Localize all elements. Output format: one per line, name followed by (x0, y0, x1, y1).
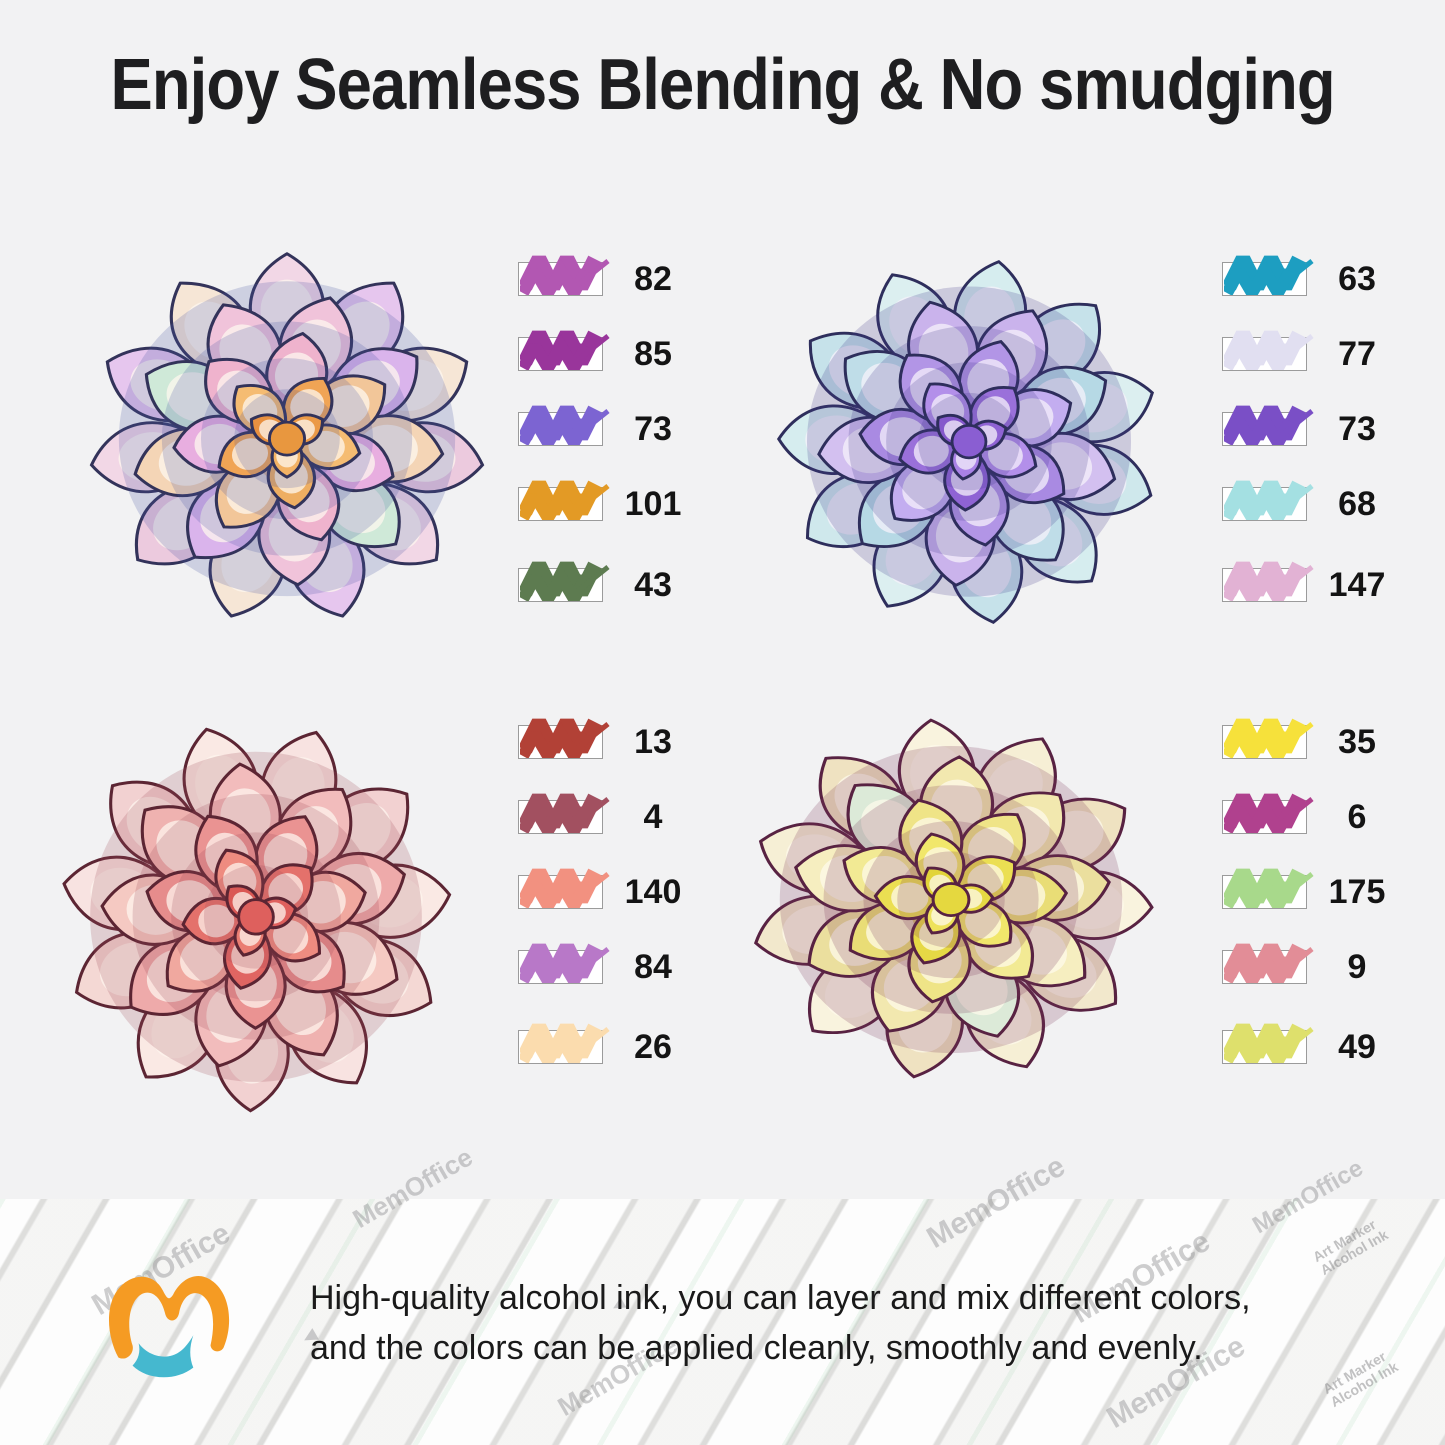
marker-number: 63 (1338, 259, 1376, 298)
marker-scribble (520, 330, 610, 370)
marker-scribble (520, 718, 610, 758)
marker-number: 43 (634, 565, 672, 604)
marker-scribble (520, 1023, 610, 1063)
marker-number: 4 (643, 797, 663, 836)
marker-number: 6 (1347, 797, 1367, 836)
marker-number: 35 (1338, 722, 1376, 761)
marker-scribble (1224, 793, 1314, 833)
marker-scribble (1224, 561, 1314, 601)
marker-scribble (1224, 1023, 1314, 1063)
marker-scribble (1224, 255, 1314, 295)
marker-scribble (520, 793, 610, 833)
page-title: Enjoy Seamless Blending & No smudging (0, 44, 1445, 126)
marker-scribble (1224, 718, 1314, 758)
marker-scribble (520, 943, 610, 983)
marker-number: 73 (1338, 409, 1376, 448)
marker-scribble (1224, 480, 1314, 520)
logo-m-shape (108, 1276, 230, 1359)
memoffice-watermark: MemOffice (1248, 1154, 1368, 1240)
marker-number: 49 (1338, 1027, 1376, 1066)
footer-line-1: High-quality alcohol ink, you can layer … (310, 1279, 1251, 1317)
marker-number: 175 (1328, 872, 1386, 911)
memoffice-logo (108, 1276, 230, 1378)
succulent-illustration-top-right (776, 260, 1155, 624)
succulent-illustration-top-left (89, 252, 485, 618)
marker-scribble (520, 561, 610, 601)
marker-number: 13 (634, 722, 672, 761)
succulent-illustration-bottom-right (753, 718, 1154, 1079)
marker-scribble (1224, 943, 1314, 983)
footer-description: High-quality alcohol ink, you can layer … (310, 1273, 1251, 1373)
marker-scribble (520, 255, 610, 295)
art-marker-watermark-line2: Alcohol Ink (1317, 1226, 1391, 1279)
marker-scribble (1224, 405, 1314, 445)
marker-number: 147 (1328, 565, 1386, 604)
marker-number: 140 (624, 872, 682, 911)
marker-number: 85 (634, 334, 672, 373)
marker-scribble (520, 868, 610, 908)
marker-scribble (520, 480, 610, 520)
marker-number: 77 (1338, 334, 1376, 373)
art-marker-watermark: Art Marker Alcohol Ink (1319, 1346, 1401, 1411)
marker-number: 84 (634, 947, 672, 986)
memoffice-watermark: MemOffice (347, 1141, 478, 1234)
art-marker-watermark-line2: Alcohol Ink (1327, 1358, 1401, 1411)
marker-scribble (520, 405, 610, 445)
marker-number: 73 (634, 409, 672, 448)
marker-number: 68 (1338, 484, 1376, 523)
footer-line-2: and the colors can be applied cleanly, s… (310, 1329, 1203, 1367)
logo-wave-shape (132, 1335, 194, 1378)
memoffice-watermark: MemOffice (921, 1149, 1071, 1255)
footer-band: MemOffice MemOffice MemOffice MemOffice MemO… (0, 1142, 1445, 1445)
marker-number: 101 (624, 484, 682, 523)
page-title-text: Enjoy Seamless Blending & No smudging (110, 45, 1335, 125)
marker-scribble (1224, 330, 1314, 370)
marker-scribble (1224, 868, 1314, 908)
art-marker-watermark-line1: Art Marker (1309, 1216, 1379, 1266)
marker-number: 82 (634, 259, 672, 298)
marker-number: 9 (1347, 947, 1367, 986)
marker-number: 26 (634, 1027, 672, 1066)
art-marker-watermark-line1: Art Marker (1319, 1348, 1389, 1398)
art-marker-watermark: Art Marker Alcohol Ink (1309, 1214, 1391, 1279)
succulent-illustration-bottom-left (62, 727, 452, 1113)
